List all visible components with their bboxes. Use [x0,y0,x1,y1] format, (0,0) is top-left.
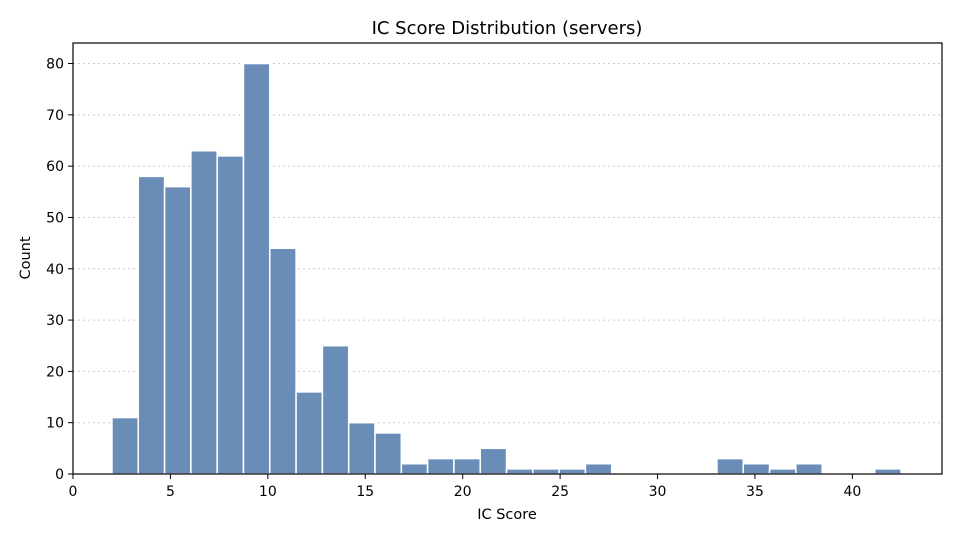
histogram-bar [426,457,455,475]
histogram-bar [137,175,166,475]
histogram-bar [584,462,613,475]
histogram-bar [874,468,902,475]
histogram-bar [532,468,560,475]
x-tick-label: 40 [843,484,861,500]
plot-frame [72,42,943,475]
x-axis-label: IC Score [477,507,537,523]
x-tick-label: 10 [259,484,277,500]
histogram-bar [269,247,297,475]
y-tick-label: 70 [46,108,64,124]
x-tick-label: 0 [69,484,78,500]
histogram-bar [768,468,797,475]
histogram-bar [742,462,771,475]
y-tick-label: 0 [55,467,64,483]
histogram-bar [216,155,245,475]
x-tick-label: 35 [746,484,764,500]
histogram-bar [295,391,324,475]
y-axis-ticks: 0 10 20 30 40 50 60 70 80 [46,57,73,483]
histogram-bars [111,62,902,475]
histogram-bar [453,457,481,475]
y-tick-label: 20 [46,364,64,380]
histogram-bar [347,421,376,475]
histogram-bar [111,416,140,475]
y-tick-label: 80 [46,57,64,73]
histogram-bar [716,457,745,475]
x-tick-label: 30 [649,484,667,500]
x-tick-label: 5 [166,484,175,500]
y-axis-label: Count [18,236,34,279]
histogram-bar [321,344,350,475]
histogram-bar [795,462,823,475]
y-tick-label: 30 [46,313,64,329]
histogram-bar [190,150,218,475]
histogram-bar [558,468,587,475]
y-tick-label: 40 [46,262,64,278]
x-tick-label: 15 [356,484,374,500]
x-tick-label: 20 [454,484,472,500]
histogram-bar [400,462,429,475]
chart-title: IC Score Distribution (servers) [372,18,643,39]
y-tick-label: 60 [46,159,64,175]
y-tick-label: 50 [46,210,64,226]
x-axis-ticks: 0 5 10 15 20 25 30 35 40 [69,474,861,500]
histogram-bar [374,432,403,475]
histogram-bar [163,185,192,475]
histogram-bar [505,468,534,475]
y-tick-label: 10 [46,416,64,432]
x-tick-label: 25 [551,484,569,500]
histogram-bar [479,447,508,475]
histogram-bar [242,62,271,475]
